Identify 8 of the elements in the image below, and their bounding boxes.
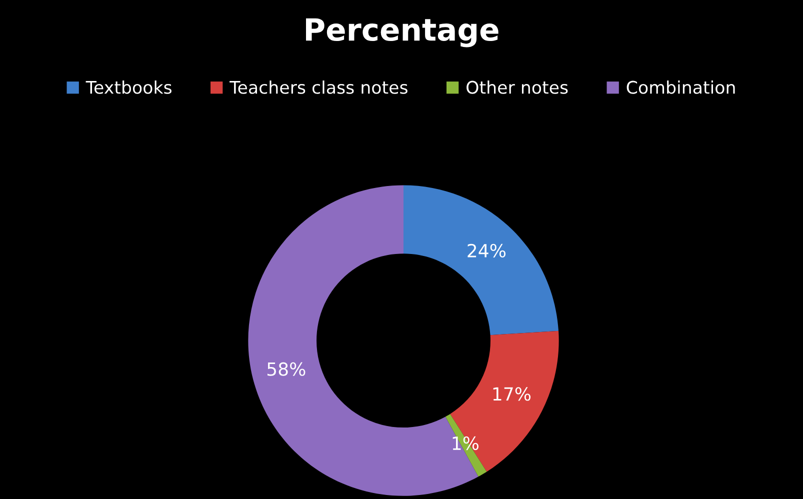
data-label: 17% (493, 387, 531, 401)
chart-title: Percentage (306, 18, 498, 48)
legend-label: Combination (626, 80, 735, 94)
legend-label: Other notes (466, 80, 568, 94)
data-label: 58% (267, 362, 306, 376)
data-label: 24% (468, 244, 506, 258)
legend-label: Teachers class notes (230, 80, 408, 94)
legend-label: Textbooks (86, 80, 172, 94)
